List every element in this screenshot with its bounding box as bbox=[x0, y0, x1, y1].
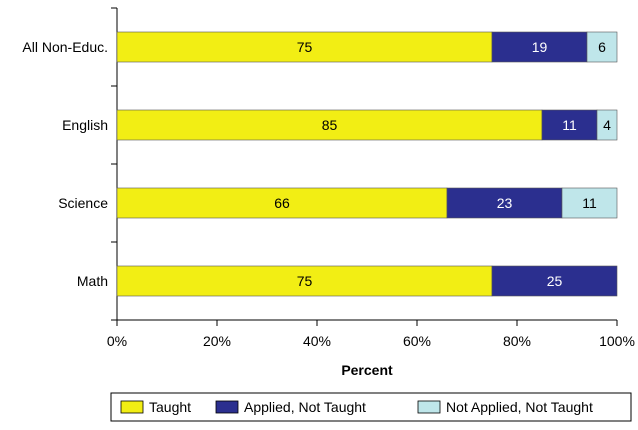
x-ticks: 0% 20% 40% 60% 80% 100% bbox=[107, 320, 635, 349]
x-tick-label: 60% bbox=[403, 333, 431, 349]
data-label: 75 bbox=[297, 39, 313, 55]
data-label: 11 bbox=[582, 195, 597, 211]
bar-segment bbox=[116, 31, 493, 63]
bar-segment bbox=[491, 31, 588, 63]
bar-segment bbox=[586, 31, 618, 63]
x-tick-label: 20% bbox=[203, 333, 231, 349]
legend-label: Applied, Not Taught bbox=[244, 399, 366, 415]
category-label: Math bbox=[77, 273, 108, 289]
bars: 75 19 6 85 11 4 66 23 11 75 25 bbox=[116, 31, 618, 297]
x-tick-label: 0% bbox=[107, 333, 127, 349]
data-label: 6 bbox=[598, 39, 606, 55]
data-label: 19 bbox=[532, 39, 548, 55]
data-label: 4 bbox=[603, 117, 611, 133]
data-label: 66 bbox=[274, 195, 290, 211]
legend: Taught Applied, Not Taught Not Applied, No… bbox=[110, 392, 632, 422]
data-label: 85 bbox=[322, 117, 338, 133]
bar-segment bbox=[116, 109, 543, 141]
legend-swatch bbox=[417, 400, 441, 414]
bar-segment bbox=[116, 187, 448, 219]
bar-segment bbox=[446, 187, 563, 219]
data-label: 25 bbox=[547, 273, 563, 289]
legend-label: Taught bbox=[149, 399, 191, 415]
bar-segment bbox=[541, 109, 598, 141]
category-label: Science bbox=[58, 195, 108, 211]
legend-swatch bbox=[215, 400, 239, 414]
data-label: 23 bbox=[497, 195, 513, 211]
bar-segment bbox=[596, 109, 618, 141]
legend-label: Not Applied, Not Taught bbox=[446, 399, 593, 415]
data-label: 75 bbox=[297, 273, 313, 289]
x-axis-label: Percent bbox=[341, 362, 393, 378]
legend-box bbox=[110, 392, 632, 422]
category-label: All Non-Educ. bbox=[22, 39, 108, 55]
legend-swatch bbox=[120, 400, 144, 414]
x-tick-label: 40% bbox=[303, 333, 331, 349]
bar-segment bbox=[491, 265, 618, 297]
data-label: 11 bbox=[562, 117, 577, 133]
category-labels: All Non-Educ. English Science Math bbox=[22, 39, 108, 289]
category-label: English bbox=[62, 117, 108, 133]
x-tick-label: 80% bbox=[503, 333, 531, 349]
x-tick-label: 100% bbox=[599, 333, 635, 349]
bar-segment bbox=[561, 187, 618, 219]
bar-segment bbox=[116, 265, 493, 297]
